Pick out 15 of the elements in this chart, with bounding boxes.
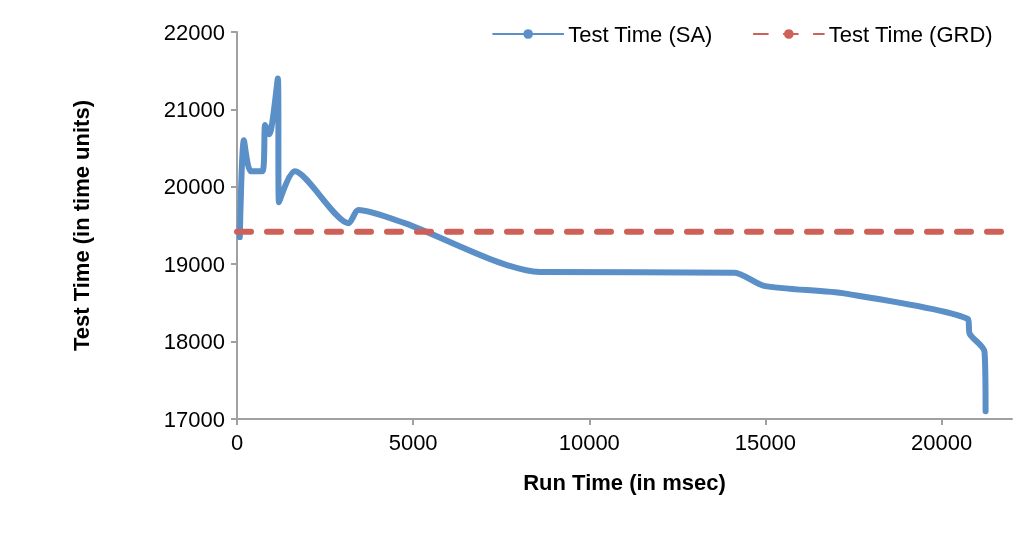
y-axis-title: Test Time (in time units): [68, 100, 94, 351]
x-tick-label: 15000: [734, 429, 796, 455]
x-axis-title: Run Time (in msec): [523, 469, 726, 495]
y-tick-label: 21000: [163, 96, 225, 122]
legend-label: Test Time (GRD): [828, 21, 993, 47]
y-tick-label: 18000: [163, 329, 225, 355]
y-tick-label: 20000: [163, 174, 225, 200]
x-tick-label: 5000: [388, 429, 438, 455]
y-tick-label: 17000: [163, 406, 225, 432]
y-tick-label: 22000: [163, 19, 225, 45]
x-tick-label: 0: [230, 429, 244, 455]
x-tick-label: 20000: [910, 429, 973, 455]
legend-label: Test Time (SA): [568, 21, 713, 47]
y-tick-label: 19000: [163, 251, 225, 277]
x-tick-label: 10000: [558, 429, 620, 455]
